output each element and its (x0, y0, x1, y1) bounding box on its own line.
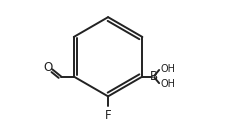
Text: OH: OH (159, 79, 174, 89)
Text: F: F (104, 109, 111, 122)
Text: O: O (43, 61, 52, 74)
Text: OH: OH (159, 64, 174, 74)
Text: B: B (149, 70, 157, 83)
